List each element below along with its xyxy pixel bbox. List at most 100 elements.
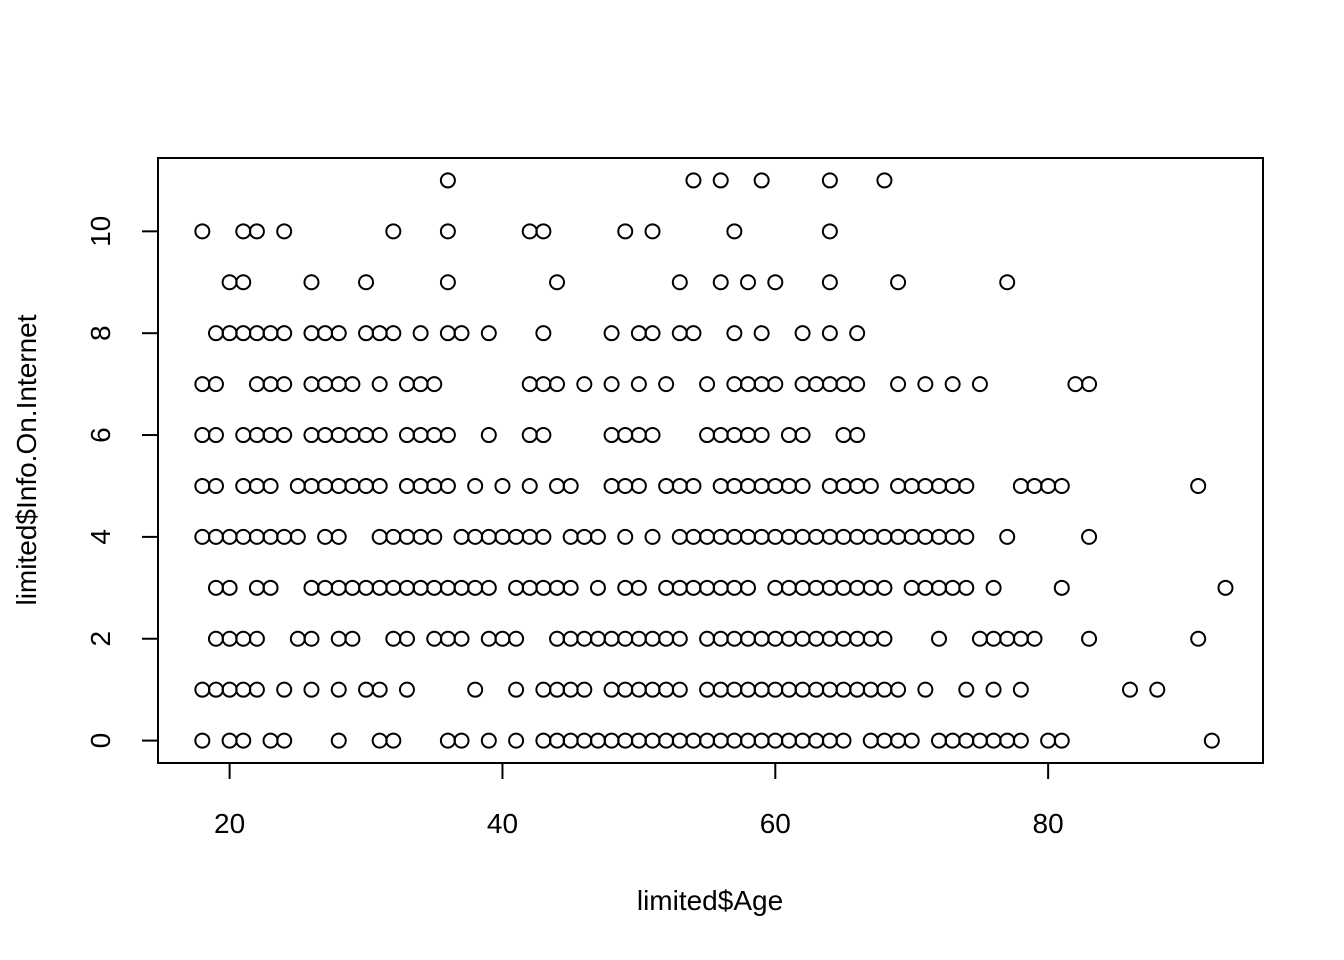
data-point xyxy=(862,681,879,698)
data-point xyxy=(549,579,566,596)
data-point xyxy=(794,681,811,698)
data-point xyxy=(821,376,838,393)
data-point xyxy=(221,274,238,291)
data-point xyxy=(658,630,675,647)
data-point xyxy=(330,325,347,342)
data-point xyxy=(1040,732,1057,749)
data-point xyxy=(794,325,811,342)
y-axis: 0 2 4 6 8 10 xyxy=(85,216,159,748)
data-point xyxy=(630,681,647,698)
data-point xyxy=(890,376,907,393)
y-tick-label: 10 xyxy=(85,216,116,247)
data-point xyxy=(808,732,825,749)
data-point xyxy=(726,528,743,545)
data-point xyxy=(876,732,893,749)
data-point xyxy=(262,579,279,596)
data-point xyxy=(358,579,375,596)
data-point xyxy=(194,223,211,240)
data-point xyxy=(330,477,347,494)
data-point xyxy=(1081,376,1098,393)
data-point xyxy=(821,477,838,494)
data-point xyxy=(235,223,252,240)
data-point xyxy=(658,681,675,698)
data-point xyxy=(248,630,265,647)
data-point xyxy=(385,223,402,240)
x-tick-label: 20 xyxy=(214,808,245,839)
data-point xyxy=(849,376,866,393)
data-point xyxy=(917,579,934,596)
data-point xyxy=(412,477,429,494)
x-axis-title: limited$Age xyxy=(637,885,783,916)
data-point xyxy=(426,579,443,596)
data-point xyxy=(740,376,757,393)
data-point xyxy=(358,477,375,494)
data-point xyxy=(480,732,497,749)
data-point xyxy=(235,325,252,342)
data-point xyxy=(794,477,811,494)
data-point xyxy=(248,427,265,444)
data-point xyxy=(780,528,797,545)
data-point xyxy=(535,376,552,393)
data-point xyxy=(494,477,511,494)
data-point xyxy=(576,528,593,545)
data-point xyxy=(931,630,948,647)
data-point xyxy=(508,630,525,647)
data-point xyxy=(371,732,388,749)
data-point xyxy=(262,528,279,545)
data-point xyxy=(1026,630,1043,647)
data-point xyxy=(753,528,770,545)
data-point xyxy=(835,732,852,749)
data-point xyxy=(535,681,552,698)
data-point xyxy=(221,732,238,749)
data-point xyxy=(685,325,702,342)
data-point xyxy=(999,732,1016,749)
data-point xyxy=(248,528,265,545)
data-point xyxy=(617,579,634,596)
data-point xyxy=(931,528,948,545)
data-point xyxy=(1149,681,1166,698)
data-point xyxy=(917,681,934,698)
data-point xyxy=(439,172,456,189)
data-point xyxy=(712,172,729,189)
data-point xyxy=(521,223,538,240)
data-point xyxy=(985,681,1002,698)
data-point xyxy=(685,579,702,596)
data-point xyxy=(890,528,907,545)
data-point xyxy=(235,732,252,749)
data-point xyxy=(194,681,211,698)
data-point xyxy=(958,732,975,749)
data-point xyxy=(903,732,920,749)
data-point xyxy=(276,325,293,342)
data-point xyxy=(753,376,770,393)
data-point xyxy=(849,630,866,647)
data-point xyxy=(890,681,907,698)
data-point xyxy=(371,681,388,698)
data-point xyxy=(753,477,770,494)
data-point xyxy=(248,223,265,240)
data-point xyxy=(835,681,852,698)
data-point xyxy=(508,681,525,698)
data-point xyxy=(303,579,320,596)
data-point xyxy=(780,579,797,596)
data-point xyxy=(317,528,334,545)
data-point xyxy=(794,376,811,393)
data-point xyxy=(876,579,893,596)
data-point xyxy=(453,528,470,545)
data-point xyxy=(330,579,347,596)
data-point xyxy=(1012,732,1029,749)
data-point xyxy=(958,528,975,545)
data-point xyxy=(453,579,470,596)
x-axis: 20 40 60 80 xyxy=(214,762,1064,839)
data-point xyxy=(398,630,415,647)
data-point xyxy=(467,477,484,494)
data-point xyxy=(890,477,907,494)
data-point xyxy=(712,274,729,291)
data-point xyxy=(726,630,743,647)
data-point xyxy=(726,579,743,596)
data-point xyxy=(726,376,743,393)
data-point xyxy=(644,325,661,342)
data-point xyxy=(330,376,347,393)
data-point xyxy=(753,427,770,444)
data-point xyxy=(794,528,811,545)
data-point xyxy=(562,579,579,596)
